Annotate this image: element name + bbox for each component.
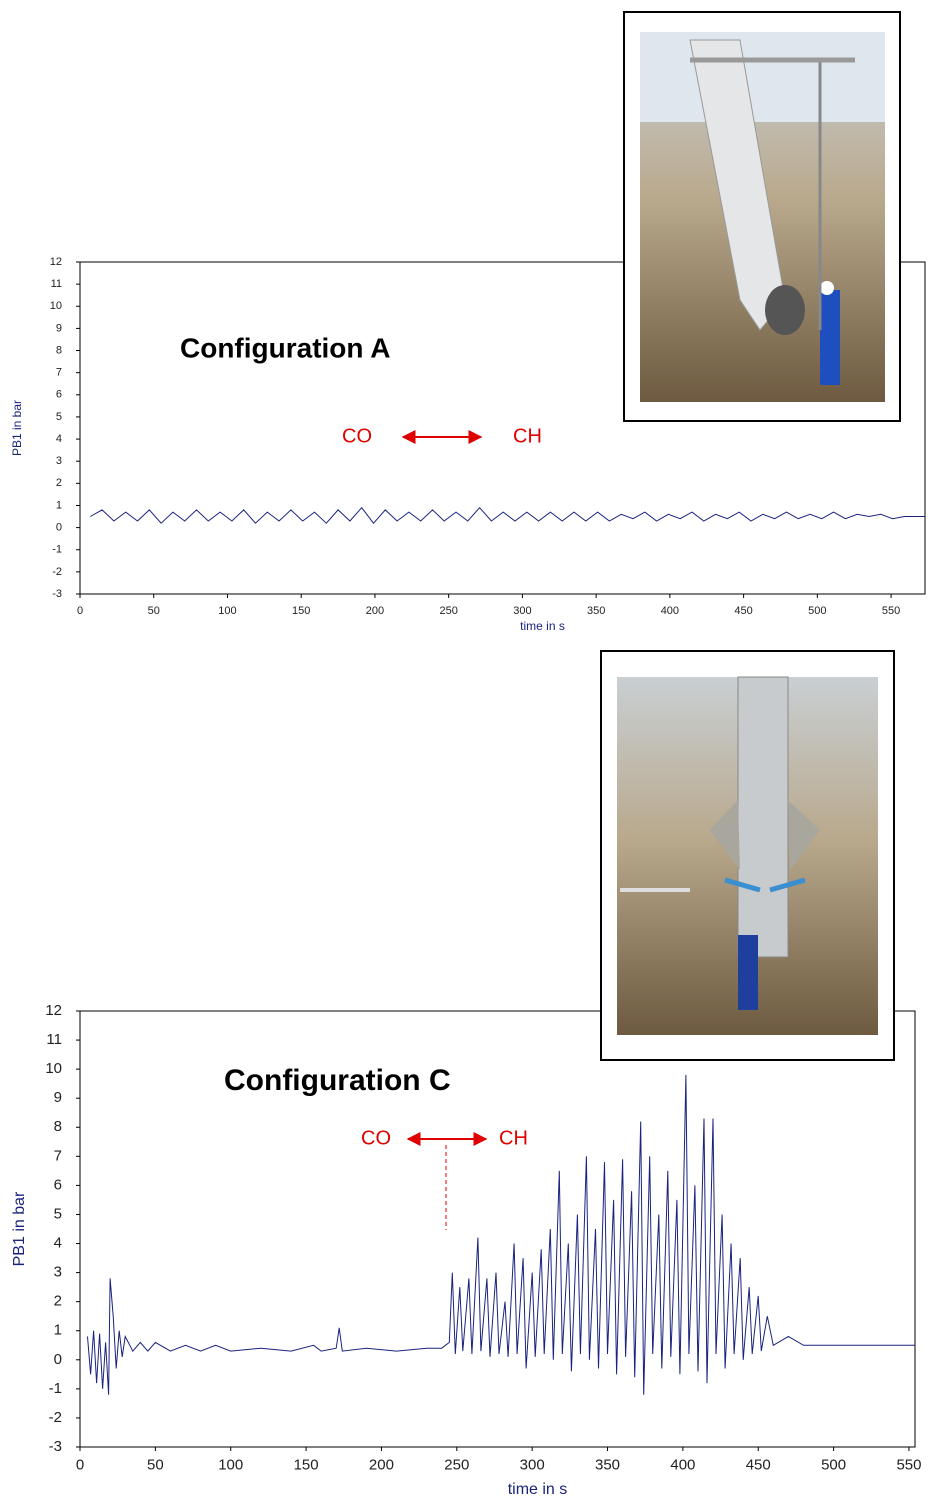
photo-c xyxy=(600,650,895,1061)
y-tick-label: 8 xyxy=(54,1118,62,1135)
y-tick-label: 6 xyxy=(54,1176,62,1193)
y-tick-label: 9 xyxy=(56,322,62,334)
y-tick-label: 12 xyxy=(45,1002,62,1019)
y-tick-label: 1 xyxy=(56,499,62,511)
y-tick-label: 12 xyxy=(50,256,62,268)
annotation-ch: CH xyxy=(513,425,542,447)
x-tick-label: 450 xyxy=(734,605,752,617)
x-tick-label: 200 xyxy=(366,605,384,617)
x-tick-label: 300 xyxy=(520,1456,545,1473)
y-axis-label: PB1 in bar xyxy=(11,1191,28,1266)
y-tick-label: 7 xyxy=(54,1147,62,1164)
annotation-title: Configuration C xyxy=(224,1064,451,1097)
annotation-co: CO xyxy=(361,1127,391,1149)
x-tick-label: 400 xyxy=(670,1456,695,1473)
x-tick-label: 100 xyxy=(218,1456,243,1473)
plot-frame xyxy=(79,1010,916,1448)
x-tick-label: 300 xyxy=(513,605,531,617)
y-tick-label: 4 xyxy=(56,433,62,445)
x-tick-label: 50 xyxy=(147,1456,164,1473)
x-tick-label: 250 xyxy=(439,605,457,617)
y-axis-label: PB1 in bar xyxy=(10,400,24,456)
x-axis-label: time in s xyxy=(520,619,565,633)
x-tick-label: 0 xyxy=(76,1456,84,1473)
y-tick-label: 5 xyxy=(54,1205,62,1222)
y-tick-label: 5 xyxy=(56,411,62,423)
x-tick-label: 550 xyxy=(896,1456,921,1473)
y-tick-label: 7 xyxy=(56,367,62,379)
photo-a xyxy=(623,11,901,422)
x-tick-label: 400 xyxy=(661,605,679,617)
y-tick-label: 9 xyxy=(54,1089,62,1106)
x-tick-label: 200 xyxy=(369,1456,394,1473)
y-tick-label: 6 xyxy=(56,389,62,401)
x-tick-label: 500 xyxy=(821,1456,846,1473)
y-tick-label: 8 xyxy=(56,344,62,356)
data-line xyxy=(90,506,925,524)
y-tick-label: -3 xyxy=(49,1438,62,1455)
y-tick-label: 10 xyxy=(50,300,62,312)
y-tick-label: 3 xyxy=(56,455,62,467)
x-tick-label: 350 xyxy=(587,605,605,617)
x-tick-label: 100 xyxy=(218,605,236,617)
x-tick-label: 250 xyxy=(444,1456,469,1473)
x-tick-label: 0 xyxy=(77,605,83,617)
y-tick-label: 4 xyxy=(54,1235,62,1252)
y-tick-label: -3 xyxy=(52,588,62,600)
y-tick-label: 2 xyxy=(56,477,62,489)
x-tick-label: 150 xyxy=(292,605,310,617)
y-tick-label: 11 xyxy=(46,1031,62,1048)
y-tick-label: 0 xyxy=(56,522,62,534)
x-tick-label: 450 xyxy=(746,1456,771,1473)
y-tick-label: 10 xyxy=(45,1060,62,1077)
y-tick-label: 1 xyxy=(54,1322,62,1339)
x-tick-label: 500 xyxy=(808,605,826,617)
x-tick-label: 50 xyxy=(148,605,160,617)
y-tick-label: 3 xyxy=(54,1264,62,1281)
y-tick-label: -1 xyxy=(49,1380,62,1397)
y-tick-label: 11 xyxy=(51,278,62,290)
x-tick-label: 350 xyxy=(595,1456,620,1473)
y-tick-label: -1 xyxy=(52,544,62,556)
annotation-co: CO xyxy=(342,425,372,447)
x-axis-label: time in s xyxy=(508,1481,568,1497)
y-tick-label: 0 xyxy=(54,1351,62,1368)
annotation-title: Configuration A xyxy=(180,332,390,363)
y-tick-label: -2 xyxy=(49,1409,62,1426)
x-tick-label: 550 xyxy=(882,605,900,617)
y-tick-label: 2 xyxy=(54,1293,62,1310)
y-tick-label: -2 xyxy=(52,566,62,578)
data-line xyxy=(87,1074,915,1395)
annotation-ch: CH xyxy=(499,1127,528,1149)
x-tick-label: 150 xyxy=(294,1456,319,1473)
